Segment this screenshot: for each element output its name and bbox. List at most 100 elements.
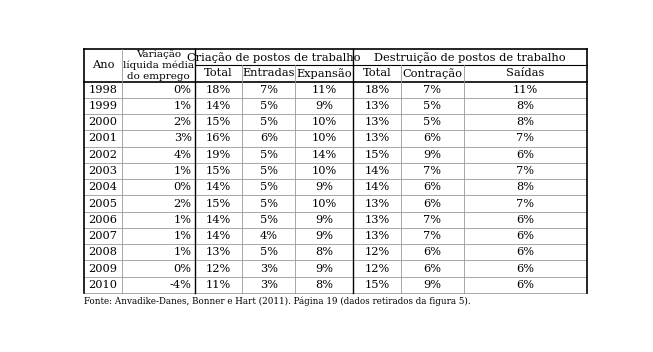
Text: 9%: 9% [423,280,441,290]
Text: 9%: 9% [423,150,441,160]
Text: 2009: 2009 [88,264,117,274]
Text: 5%: 5% [260,101,278,111]
Text: 8%: 8% [516,117,534,127]
Text: 13%: 13% [364,117,389,127]
Text: 16%: 16% [206,133,231,144]
Text: 0%: 0% [174,85,192,95]
Text: Destruição de postos de trabalho: Destruição de postos de trabalho [374,52,565,63]
Text: 18%: 18% [364,85,389,95]
Text: 10%: 10% [311,166,337,176]
Text: 8%: 8% [516,182,534,192]
Text: 5%: 5% [260,182,278,192]
Text: 6%: 6% [260,133,278,144]
Text: 12%: 12% [364,264,389,274]
Text: 5%: 5% [260,166,278,176]
Text: 1999: 1999 [88,101,117,111]
Text: 7%: 7% [260,85,278,95]
Text: 7%: 7% [516,199,534,208]
Text: 10%: 10% [311,117,337,127]
Text: 5%: 5% [260,247,278,257]
Text: 2008: 2008 [88,247,117,257]
Text: 14%: 14% [206,231,231,241]
Text: 6%: 6% [516,150,534,160]
Text: 14%: 14% [206,101,231,111]
Text: 2%: 2% [174,117,192,127]
Text: 10%: 10% [311,133,337,144]
Text: Fonte: Anvadike-Danes, Bonner e Hart (2011). Página 19 (dados retirados da figur: Fonte: Anvadike-Danes, Bonner e Hart (20… [84,296,471,306]
Text: 9%: 9% [315,182,333,192]
Text: 6%: 6% [423,199,441,208]
Text: 15%: 15% [206,166,231,176]
Text: 2%: 2% [174,199,192,208]
Text: 1%: 1% [174,231,192,241]
Text: 4%: 4% [174,150,192,160]
Text: 6%: 6% [516,247,534,257]
Text: 7%: 7% [516,166,534,176]
Text: 7%: 7% [423,85,441,95]
Text: 19%: 19% [206,150,231,160]
Text: Contração: Contração [402,68,462,79]
Text: 5%: 5% [260,199,278,208]
Text: Variação
líquida média
do emprego: Variação líquida média do emprego [123,50,194,81]
Text: 4%: 4% [260,231,278,241]
Text: 6%: 6% [516,280,534,290]
Text: 5%: 5% [260,117,278,127]
Text: 7%: 7% [423,231,441,241]
Text: 8%: 8% [516,101,534,111]
Text: 13%: 13% [364,231,389,241]
Text: 8%: 8% [315,247,333,257]
Text: 14%: 14% [206,182,231,192]
Text: 13%: 13% [364,101,389,111]
Text: 2003: 2003 [88,166,117,176]
Text: 7%: 7% [516,133,534,144]
Text: 3%: 3% [260,280,278,290]
Text: 6%: 6% [516,264,534,274]
Text: 1%: 1% [174,166,192,176]
Text: 2002: 2002 [88,150,117,160]
Text: 9%: 9% [315,215,333,225]
Text: 5%: 5% [260,150,278,160]
Text: 14%: 14% [364,166,389,176]
Text: 0%: 0% [174,182,192,192]
Text: 13%: 13% [364,133,389,144]
Text: 3%: 3% [260,264,278,274]
Text: 1%: 1% [174,101,192,111]
Text: 6%: 6% [516,231,534,241]
Text: 9%: 9% [315,264,333,274]
Text: 2000: 2000 [88,117,117,127]
Text: 9%: 9% [315,101,333,111]
Text: 2004: 2004 [88,182,117,192]
Text: Saídas: Saídas [506,68,545,78]
Text: 2010: 2010 [88,280,117,290]
Text: 13%: 13% [364,199,389,208]
Text: 13%: 13% [364,215,389,225]
Text: 7%: 7% [423,215,441,225]
Text: 2005: 2005 [88,199,117,208]
Text: 15%: 15% [206,117,231,127]
Text: 18%: 18% [206,85,231,95]
Text: 1%: 1% [174,247,192,257]
Text: 14%: 14% [206,215,231,225]
Text: Total: Total [362,68,391,78]
Text: 11%: 11% [206,280,231,290]
Text: 5%: 5% [260,215,278,225]
Text: 2006: 2006 [88,215,117,225]
Text: 14%: 14% [311,150,337,160]
Text: 6%: 6% [516,215,534,225]
Text: 0%: 0% [174,264,192,274]
Text: 11%: 11% [311,85,337,95]
Text: 10%: 10% [311,199,337,208]
Text: 7%: 7% [423,166,441,176]
Text: 12%: 12% [364,247,389,257]
Text: 15%: 15% [206,199,231,208]
Text: 12%: 12% [206,264,231,274]
Text: 11%: 11% [513,85,538,95]
Text: Expansão: Expansão [296,68,352,79]
Text: 1998: 1998 [88,85,117,95]
Text: Entradas: Entradas [242,68,295,78]
Text: 6%: 6% [423,247,441,257]
Text: Criação de postos de trabalho: Criação de postos de trabalho [187,52,360,63]
Text: 6%: 6% [423,264,441,274]
Text: Total: Total [204,68,233,78]
Text: 8%: 8% [315,280,333,290]
